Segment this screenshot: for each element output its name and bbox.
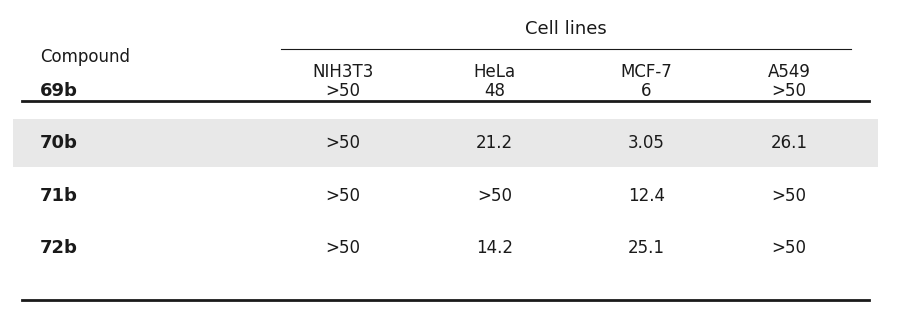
Text: 70b: 70b (40, 134, 77, 152)
Text: >50: >50 (326, 81, 361, 100)
Text: NIH3T3: NIH3T3 (312, 63, 373, 81)
Text: 72b: 72b (40, 239, 77, 257)
Text: >50: >50 (326, 186, 361, 204)
Text: >50: >50 (771, 186, 806, 204)
Text: 21.2: 21.2 (476, 134, 513, 152)
Text: 48: 48 (484, 81, 505, 100)
Text: Cell lines: Cell lines (525, 20, 607, 38)
Text: >50: >50 (771, 239, 806, 257)
Text: A549: A549 (768, 63, 810, 81)
Text: 25.1: 25.1 (627, 239, 665, 257)
Text: MCF-7: MCF-7 (620, 63, 672, 81)
Text: 12.4: 12.4 (627, 186, 665, 204)
Text: >50: >50 (771, 81, 806, 100)
Text: HeLa: HeLa (473, 63, 516, 81)
Text: >50: >50 (477, 186, 512, 204)
Text: 6: 6 (641, 81, 652, 100)
Text: >50: >50 (326, 239, 361, 257)
FancyBboxPatch shape (14, 119, 878, 167)
Text: >50: >50 (326, 134, 361, 152)
Text: 14.2: 14.2 (476, 239, 513, 257)
Text: 3.05: 3.05 (627, 134, 664, 152)
Text: 69b: 69b (40, 81, 77, 100)
Text: 26.1: 26.1 (770, 134, 807, 152)
Text: 71b: 71b (40, 186, 77, 204)
Text: Compound: Compound (40, 48, 130, 66)
